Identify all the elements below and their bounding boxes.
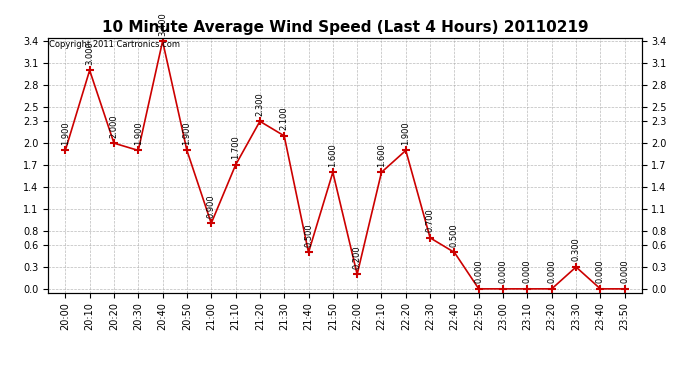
Text: 1.900: 1.900 (182, 121, 191, 145)
Text: 3.400: 3.400 (158, 12, 167, 36)
Text: 3.000: 3.000 (85, 41, 94, 65)
Text: 0.000: 0.000 (499, 260, 508, 283)
Text: 1.900: 1.900 (402, 121, 411, 145)
Text: 0.900: 0.900 (207, 194, 216, 218)
Text: 0.000: 0.000 (474, 260, 483, 283)
Text: Copyright 2011 Cartronics.com: Copyright 2011 Cartronics.com (50, 40, 181, 49)
Text: 0.500: 0.500 (304, 223, 313, 247)
Text: 0.000: 0.000 (620, 260, 629, 283)
Text: 1.900: 1.900 (61, 121, 70, 145)
Text: 0.200: 0.200 (353, 245, 362, 269)
Text: 2.100: 2.100 (279, 106, 288, 130)
Text: 1.600: 1.600 (328, 143, 337, 167)
Text: 1.900: 1.900 (134, 121, 143, 145)
Text: 0.300: 0.300 (571, 238, 580, 261)
Text: 0.000: 0.000 (547, 260, 556, 283)
Text: 0.700: 0.700 (426, 209, 435, 232)
Title: 10 Minute Average Wind Speed (Last 4 Hours) 20110219: 10 Minute Average Wind Speed (Last 4 Hou… (101, 20, 589, 35)
Text: 0.000: 0.000 (596, 260, 605, 283)
Text: 2.000: 2.000 (110, 114, 119, 138)
Text: 0.000: 0.000 (523, 260, 532, 283)
Text: 2.300: 2.300 (255, 92, 264, 116)
Text: 1.600: 1.600 (377, 143, 386, 167)
Text: 1.700: 1.700 (231, 136, 240, 159)
Text: 0.500: 0.500 (450, 223, 459, 247)
